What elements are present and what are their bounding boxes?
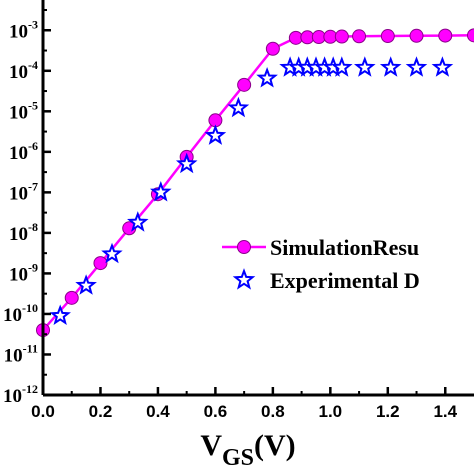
y-tick-base: 10 — [9, 21, 28, 42]
simulation-point — [265, 41, 280, 56]
x-tick-label: 1.0 — [319, 402, 343, 421]
x-tick-label: 1.4 — [433, 402, 457, 421]
x-tick-label: 0.8 — [261, 402, 285, 421]
y-tick-label: 10-4 — [9, 58, 38, 83]
simulation-point — [64, 290, 79, 305]
y-tick-base: 10 — [9, 143, 28, 164]
y-tick-base: 10 — [3, 386, 22, 407]
experimental-point — [204, 124, 227, 145]
y-tick-exponent: -4 — [28, 58, 38, 72]
experimental-point — [49, 304, 71, 326]
y-tick-base: 10 — [9, 264, 28, 285]
x-tick-label: 1.2 — [376, 402, 400, 421]
y-tick-label: 10-10 — [3, 301, 38, 326]
experimental-point — [101, 242, 123, 264]
y-tick-exponent: -9 — [28, 260, 38, 274]
legend-label-experimental: Experimental D — [270, 268, 420, 293]
y-tick-base: 10 — [9, 224, 28, 245]
simulation-point — [237, 77, 252, 92]
legend-label-simulation: SimulationResu — [270, 235, 419, 260]
y-tick-exponent: -5 — [28, 98, 38, 112]
y-tick-label: 10-8 — [9, 220, 38, 245]
experimental-point — [227, 96, 250, 118]
y-tick-base: 10 — [4, 345, 23, 366]
x-axis-label: VGS(V) — [200, 429, 295, 471]
legend: SimulationResu Experimental D — [222, 235, 420, 293]
x-tick-label: 0.6 — [204, 402, 228, 421]
simulation-point — [467, 28, 474, 43]
experimental-point — [405, 56, 428, 77]
y-tick-exponent: -7 — [28, 179, 38, 193]
y-tick-base: 10 — [9, 62, 28, 83]
y-tick-exponent: -12 — [22, 382, 38, 396]
axis-layer: 0.0 0.2 0.4 0.6 0.8 1.0 1.2 1.410-310-410-510-6… — [3, 0, 474, 421]
y-tick-label: 10-3 — [9, 17, 38, 42]
experimental-point — [175, 152, 198, 174]
experimental-point — [149, 181, 172, 202]
x-tick-label: 0.2 — [89, 402, 113, 421]
y-tick-base: 10 — [9, 102, 28, 123]
y-tick-label: 10-5 — [9, 98, 38, 123]
y-tick-label: 10-6 — [9, 139, 38, 164]
experimental-point — [75, 274, 97, 295]
simulation-point — [380, 29, 395, 44]
experimental-point — [256, 67, 278, 88]
legend-marker-experimental — [232, 268, 256, 290]
x-tick-label: 0.0 — [31, 402, 55, 421]
y-tick-label: 10-11 — [4, 341, 38, 366]
y-tick-exponent: -3 — [28, 17, 38, 31]
y-tick-exponent: -10 — [22, 301, 38, 315]
simulation-point — [352, 29, 367, 44]
y-tick-base: 10 — [3, 305, 22, 326]
y-tick-label: 10-12 — [3, 382, 38, 407]
experimental-point — [330, 56, 353, 77]
data-layer — [36, 28, 474, 338]
y-tick-base: 10 — [9, 183, 28, 204]
x-axis-label-main: V — [200, 429, 222, 462]
experimental-point — [379, 56, 402, 77]
experimental-point — [431, 56, 454, 77]
legend-marker-simulation — [237, 240, 251, 254]
experimental-point — [127, 211, 149, 232]
x-axis-label-sub: GS — [222, 445, 254, 471]
x-tick-label: 0.4 — [146, 402, 170, 421]
y-tick-exponent: -8 — [28, 220, 38, 234]
y-tick-label: 10-7 — [9, 179, 38, 204]
y-tick-label: 10-9 — [9, 260, 38, 285]
simulation-point — [409, 28, 424, 43]
simulation-point — [334, 29, 349, 44]
y-tick-exponent: -6 — [28, 139, 38, 153]
y-tick-exponent: -11 — [23, 341, 38, 355]
experimental-point — [353, 56, 376, 77]
x-axis-label-unit: (V) — [254, 429, 296, 462]
simulation-point — [93, 256, 108, 271]
simulation-point — [438, 28, 453, 43]
